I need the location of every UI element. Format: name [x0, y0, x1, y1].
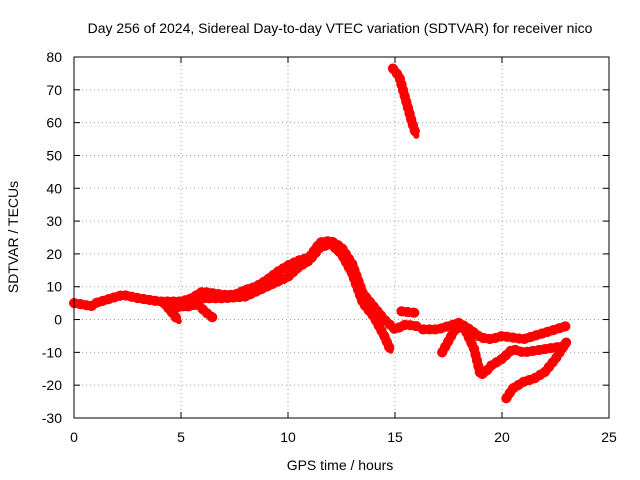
data-series: [69, 63, 572, 404]
chart-title: Day 256 of 2024, Sidereal Day-to-day VTE…: [88, 20, 593, 36]
x-tick-label: 10: [280, 429, 296, 445]
series-markers: [165, 239, 396, 356]
y-tick-label: 70: [46, 82, 62, 98]
series-markers: [193, 299, 219, 323]
y-tick-label: 50: [46, 147, 62, 163]
x-tick-label: 5: [177, 429, 185, 445]
series-markers: [387, 63, 422, 141]
y-tick-label: 20: [46, 246, 62, 262]
series-markers: [437, 321, 572, 381]
x-tick-label: 0: [70, 429, 78, 445]
axis-ticks: 0 5 10 15 20 25 -30 -20 -10 0 10 20 30 40 50 60 70 80: [42, 49, 617, 445]
y-tick-label: 40: [46, 180, 62, 196]
gridlines: [74, 57, 609, 418]
x-axis-label: GPS time / hours: [287, 457, 394, 473]
y-tick-label: 0: [54, 312, 62, 328]
plot-frame: [73, 56, 610, 419]
series-markers: [396, 306, 422, 318]
x-tick-label: 15: [387, 429, 403, 445]
series-markers: [158, 298, 184, 327]
y-tick-label: 30: [46, 213, 62, 229]
y-tick-label: -30: [42, 410, 62, 426]
y-tick-label: 80: [46, 49, 62, 65]
x-tick-label: 20: [494, 429, 510, 445]
y-tick-label: -10: [42, 344, 62, 360]
series-markers: [69, 235, 422, 335]
y-tick-label: -20: [42, 377, 62, 393]
y-axis-label: SDTVAR / TECUs: [5, 181, 21, 293]
y-tick-label: 60: [46, 115, 62, 131]
series-markers: [417, 317, 572, 345]
x-tick-label: 25: [601, 429, 617, 445]
y-tick-label: 10: [46, 279, 62, 295]
series-markers: [501, 337, 572, 404]
